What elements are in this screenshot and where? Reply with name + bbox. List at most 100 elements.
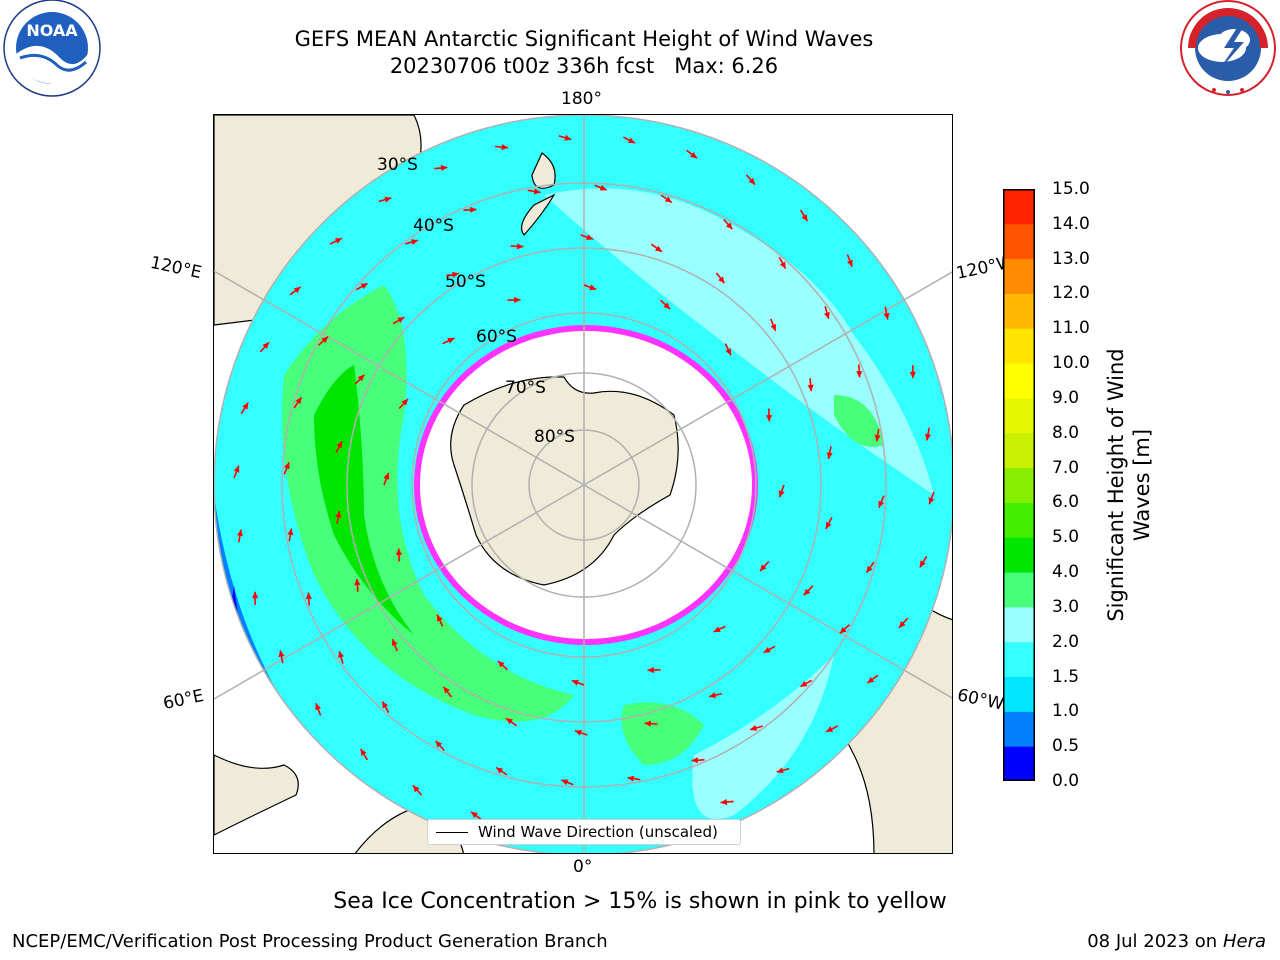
wave-zone-strong-west — [314, 365, 414, 635]
lon-label-120e: 120°E — [148, 252, 204, 284]
lon-label-180: 180° — [561, 89, 602, 109]
colorbar-tick-label: 1.0 — [1052, 701, 1080, 722]
colorbar-tick-label: 0.0 — [1052, 771, 1080, 791]
wave-arrow-head — [690, 152, 697, 159]
wave-arrow-head — [360, 283, 368, 290]
colorbar-tick-label: 15.0 — [1052, 179, 1090, 199]
colorbar-tick-label: 9.0 — [1052, 387, 1080, 408]
wave-arrow-head — [283, 462, 290, 470]
colorbar-segment — [1003, 502, 1035, 538]
wave-arrow-head — [776, 767, 784, 774]
graticule — [214, 115, 952, 853]
colorbar-segment — [1003, 293, 1035, 329]
colorbar-tick-label: 12.0 — [1052, 283, 1090, 304]
wave-arrow-head — [779, 261, 786, 269]
nws-logo — [1180, 0, 1276, 96]
colorbar-segment — [1003, 606, 1035, 643]
wave-arrow-head — [496, 767, 504, 774]
colorbar-tick-label: 5.0 — [1052, 527, 1080, 548]
colorbar-label-line-1: Significant Height of Wind — [1104, 348, 1128, 622]
wave-arrow-head — [571, 679, 579, 686]
wave-arrow-head — [663, 302, 671, 309]
wave-arrow-head — [293, 286, 301, 294]
wave-arrow-head — [561, 779, 569, 786]
noaa-logo-text: NOAA — [26, 21, 78, 40]
caption: Sea Ice Concentration > 15% is shown in … — [333, 889, 947, 914]
wave-arrow-head — [384, 196, 392, 203]
wave-arrow-head — [847, 259, 853, 267]
wave-arrow-head — [237, 529, 243, 537]
colorbar-segment — [1003, 572, 1035, 608]
lat-label-70s: 70°S — [505, 378, 546, 398]
polar-map: 30°S 40°S 50°S 60°S 70°S 80°S — [213, 114, 953, 854]
wave-arrow-head — [233, 465, 240, 473]
wave-arrow-head — [397, 317, 405, 323]
wave-arrow-head — [899, 621, 906, 628]
ocean-high-waves-south — [692, 655, 834, 819]
wave-arrow-head — [928, 497, 935, 505]
colorbar-segment — [1003, 328, 1035, 364]
wave-arrow-head — [382, 701, 389, 709]
legend-label: Wind Wave Direction (unscaled) — [478, 823, 718, 841]
title-line-1: GEFS MEAN Antarctic Significant Height o… — [294, 27, 874, 51]
colorbar-tick-label: 8.0 — [1052, 422, 1080, 443]
wave-arrow-head — [691, 757, 698, 764]
colorbar-label-line-2: Waves [m] — [1130, 428, 1154, 542]
colorbar-tick-label: 4.0 — [1052, 562, 1080, 583]
colorbar-tick-label: 13.0 — [1052, 248, 1090, 269]
wave-arrow-head — [354, 578, 361, 586]
wave-arrow-head — [874, 434, 881, 442]
wave-arrow-head — [517, 243, 524, 250]
wave-arrow-head — [664, 196, 672, 203]
wave-arrow-head — [825, 521, 832, 529]
lat-label-60s: 60°S — [476, 327, 517, 347]
colorbar-tick-label: 2.0 — [1052, 631, 1080, 652]
title-line-2: 20230706 t00z 336h fcst Max: 6.26 — [389, 54, 779, 78]
colorbar-tick-label: 3.0 — [1052, 596, 1080, 617]
wave-arrow-head — [655, 245, 662, 252]
wave-arrow-head — [357, 374, 365, 382]
wave-arrow-head — [437, 614, 443, 622]
wave-arrow-head — [360, 748, 367, 756]
wave-arrow-head — [315, 703, 321, 711]
wave-arrow-head — [262, 342, 269, 349]
wave-arrow-head — [644, 720, 651, 727]
wave-arrow-head — [383, 472, 390, 480]
colorbar-tick-label: 14.0 — [1052, 213, 1090, 234]
wave-arrow-head — [252, 591, 259, 599]
wave-arrow-head — [278, 650, 285, 658]
footer-date-text: 08 Jul 2023 on — [1087, 931, 1218, 952]
wave-arrow-head — [305, 592, 312, 599]
colorbar-tick-label: 11.0 — [1052, 318, 1090, 339]
wave-arrow-head — [336, 441, 343, 449]
wave-arrow-head — [807, 384, 814, 392]
wave-arrow-head — [647, 667, 654, 674]
wave-arrow-head — [628, 137, 635, 143]
wave-arrow-head — [497, 661, 505, 668]
wave-arrow-head — [447, 338, 455, 344]
noaa-logo: NOAA — [3, 0, 101, 97]
wave-arrow-head — [501, 144, 508, 151]
footer-date: 08 Jul 2023 on Hera — [1087, 931, 1266, 952]
wave-arrow-head — [533, 188, 541, 195]
wave-arrow-head — [909, 371, 916, 379]
wave-arrow-head — [435, 740, 443, 748]
wave-arrow-head — [295, 397, 302, 405]
wave-arrow-head — [867, 676, 875, 684]
wave-arrow-head — [824, 312, 830, 319]
wave-arrow-head — [321, 336, 329, 344]
wave-zone-green-south — [621, 702, 704, 765]
wave-arrow-head — [506, 718, 513, 725]
wave-arrow-head — [334, 238, 342, 244]
wave-arrow-head — [725, 222, 733, 230]
polar-map-svg: 30°S 40°S 50°S 60°S 70°S 80°S — [214, 115, 952, 853]
colorbar-tick-label: 7.0 — [1052, 457, 1080, 478]
colorbar-segment — [1003, 676, 1035, 712]
wave-arrow-head — [925, 433, 931, 441]
footer-org: NCEP/EMC/Verification Post Processing Pr… — [12, 931, 608, 952]
wave-arrow-head — [391, 639, 398, 646]
wave-arrow-head — [440, 164, 448, 171]
antarctica-land — [450, 376, 679, 586]
lon-label-60e: 60°E — [161, 685, 206, 715]
wave-arrow-head — [778, 490, 785, 498]
